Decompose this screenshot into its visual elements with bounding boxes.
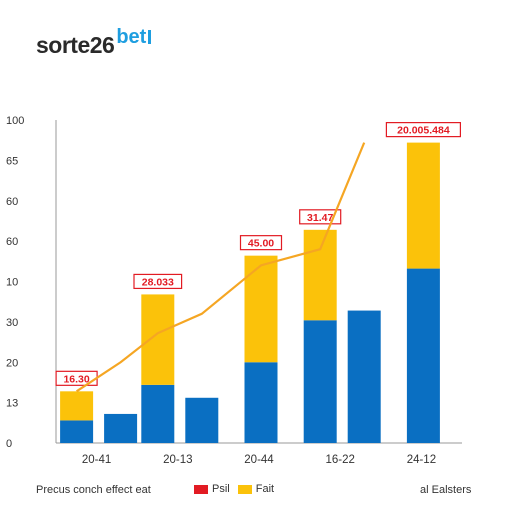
data-label: 31.47 <box>307 212 333 224</box>
footer-right-caption: al Ealsters <box>420 484 472 496</box>
y-tick-label: 60 <box>6 196 18 208</box>
data-label: 45.00 <box>248 238 274 250</box>
bar-yellow <box>141 294 175 385</box>
legend-swatch-yellow <box>237 484 252 494</box>
data-label: 28.033 <box>142 276 174 288</box>
y-tick-label: 0 <box>6 438 12 450</box>
legend-swatch-red <box>194 484 208 494</box>
data-label-box <box>299 209 342 225</box>
legend-label-2: Fait <box>255 483 275 495</box>
legend: Psil Fait <box>190 483 274 495</box>
x-tick-label: 20-13 <box>163 454 192 466</box>
data-label-box <box>385 122 461 138</box>
legend-label-1: Psil <box>212 483 230 495</box>
trend-line <box>75 142 366 393</box>
y-tick-label: 60 <box>6 236 18 248</box>
bar-blue <box>185 397 219 443</box>
bar-yellow <box>303 229 337 321</box>
x-tick-label: 24-12 <box>407 454 436 466</box>
x-tick-label: 16-22 <box>325 454 354 466</box>
y-tick-label: 10 <box>6 277 18 289</box>
x-tick-label: 20-44 <box>244 454 274 466</box>
y-tick-label: 30 <box>6 317 18 329</box>
brand-name: sorte26 <box>36 32 115 58</box>
data-label: 20.005.484 <box>397 125 450 137</box>
bar-blue <box>347 310 381 443</box>
y-tick-label: 20 <box>6 357 18 369</box>
y-tick-label: 65 <box>6 155 18 167</box>
bar-blue <box>104 413 138 443</box>
x-tick-label: 20-41 <box>82 454 111 466</box>
y-tick-label: 100 <box>6 115 24 127</box>
footer-left-caption: Precus conch effect eat <box>36 484 151 496</box>
data-label: 16.30 <box>63 373 89 385</box>
brand-logo: sorte26 bet <box>36 26 152 59</box>
bar-blue <box>303 320 337 443</box>
data-label-box <box>239 235 283 251</box>
brand-bar-mark <box>148 30 152 44</box>
bar-yellow <box>244 255 278 363</box>
brand-suffix: bet <box>116 26 147 48</box>
bar-yellow <box>406 142 440 269</box>
bar-blue <box>406 268 440 443</box>
bar-yellow <box>60 391 94 421</box>
bar-blue <box>244 362 278 443</box>
bar-blue <box>60 420 94 443</box>
y-tick-label: 13 <box>6 398 18 410</box>
bar-blue <box>141 384 175 443</box>
data-label-box <box>133 273 183 290</box>
